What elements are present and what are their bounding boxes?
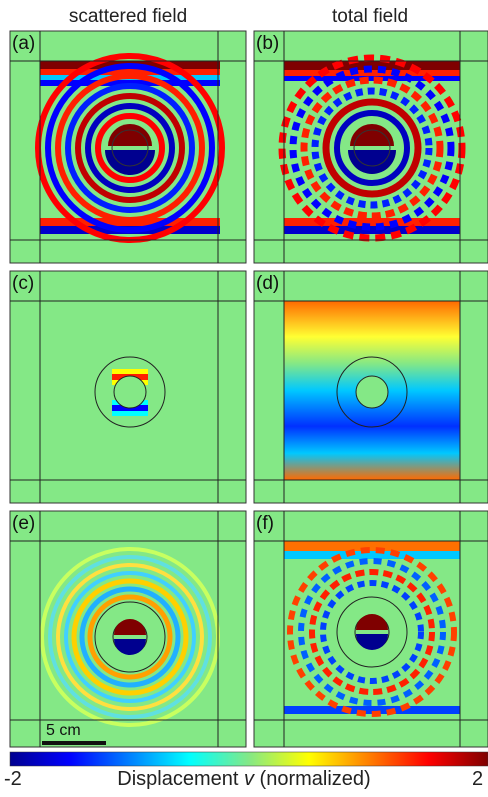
panel-b-field	[278, 54, 466, 242]
colorbar-title: Displacement v (normalized)	[0, 768, 488, 791]
panel-d-cloak	[336, 356, 408, 428]
panel-c	[9, 270, 247, 504]
panel-label-b: (b)	[256, 33, 280, 54]
colorbar-title-prefix: Displacement	[117, 768, 244, 790]
column-title-total: total field	[331, 6, 409, 27]
colorbar-title-suffix: (normalized)	[254, 768, 371, 790]
panel-d	[253, 270, 488, 504]
colorbar	[9, 751, 488, 767]
panel-f-field	[284, 541, 460, 717]
panel-label-a: (a)	[12, 33, 36, 54]
colorbar-max-label: 2	[472, 768, 484, 790]
scale-bar	[42, 741, 106, 745]
panel-label-d: (d)	[256, 273, 280, 294]
panel-a-field	[35, 53, 225, 243]
panel-label-f: (f)	[256, 513, 274, 534]
panel-f	[253, 510, 488, 748]
panel-label-c: (c)	[12, 273, 35, 294]
scale-bar-label: 5 cm	[46, 722, 81, 739]
colorbar-title-variable: v	[244, 768, 254, 790]
panel-c-field	[94, 356, 166, 428]
panel-b	[253, 30, 488, 264]
panel-e-field	[40, 547, 220, 727]
panel-a	[9, 30, 247, 264]
colorbar-min-label: -2	[4, 768, 22, 790]
column-title-scattered: scattered field	[68, 6, 188, 27]
panel-label-e: (e)	[12, 513, 36, 534]
panel-e	[9, 510, 247, 748]
